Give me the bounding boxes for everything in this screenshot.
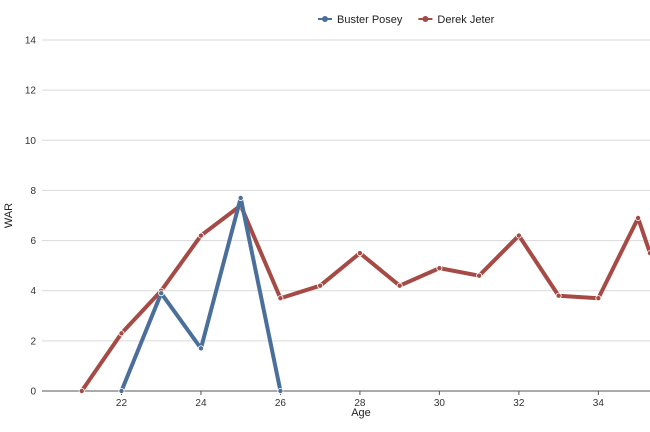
x-tick-label: 30 xyxy=(434,398,446,409)
series-line-derek-jeter xyxy=(79,203,650,393)
series-derek-jeter xyxy=(78,202,650,394)
data-point-derek-jeter[interactable] xyxy=(197,232,204,239)
y-tick-label: 0 xyxy=(30,387,36,398)
x-tick-label: 24 xyxy=(195,398,207,409)
legend: Buster Posey Derek Jeter xyxy=(318,14,495,26)
x-axis-title: Age xyxy=(351,407,371,419)
y-tick-label: 6 xyxy=(30,236,36,247)
legend-item-derek-jeter[interactable]: Derek Jeter xyxy=(418,14,495,26)
y-tick-label: 10 xyxy=(25,136,37,147)
legend-marker xyxy=(422,16,429,22)
series-layer xyxy=(78,194,650,394)
legend-item-buster-posey[interactable]: Buster Posey xyxy=(318,14,403,26)
data-point-derek-jeter[interactable] xyxy=(118,330,125,337)
data-point-derek-jeter[interactable] xyxy=(595,295,602,302)
data-point-derek-jeter[interactable] xyxy=(356,250,363,257)
x-tick-label: 32 xyxy=(513,398,525,409)
data-point-derek-jeter[interactable] xyxy=(78,387,85,394)
data-point-buster-posey[interactable] xyxy=(118,387,125,394)
x-axis-ticks: 22 24 26 28 30 32 34 xyxy=(116,391,604,409)
data-point-buster-posey[interactable] xyxy=(237,194,244,201)
y-tick-label: 2 xyxy=(30,336,36,347)
data-point-derek-jeter[interactable] xyxy=(555,292,562,299)
series-buster-posey xyxy=(118,194,284,394)
y-tick-label: 4 xyxy=(30,286,36,297)
x-tick-label: 28 xyxy=(354,398,366,409)
data-point-buster-posey[interactable] xyxy=(158,290,165,297)
data-point-derek-jeter[interactable] xyxy=(476,272,483,279)
y-tick-label: 8 xyxy=(30,186,36,197)
x-tick-label: 22 xyxy=(116,398,128,409)
data-point-derek-jeter[interactable] xyxy=(515,232,522,239)
legend-label: Buster Posey xyxy=(337,14,403,26)
y-tick-label: 14 xyxy=(25,36,37,47)
data-point-derek-jeter[interactable] xyxy=(396,282,403,289)
legend-label: Derek Jeter xyxy=(437,14,494,26)
data-point-derek-jeter[interactable] xyxy=(436,265,443,272)
data-point-derek-jeter[interactable] xyxy=(277,295,284,302)
x-tick-label: 26 xyxy=(275,398,287,409)
data-point-buster-posey[interactable] xyxy=(277,387,284,394)
legend-marker xyxy=(322,16,328,22)
data-point-derek-jeter[interactable] xyxy=(317,282,324,289)
y-tick-label: 12 xyxy=(25,86,37,97)
data-point-derek-jeter[interactable] xyxy=(647,250,650,257)
data-point-derek-jeter[interactable] xyxy=(635,215,642,222)
y-axis-title: WAR xyxy=(3,203,15,228)
y-axis-ticks: 0 2 4 6 8 10 12 14 xyxy=(25,36,37,398)
x-tick-label: 34 xyxy=(593,398,605,409)
series-line-buster-posey xyxy=(119,195,283,393)
data-point-buster-posey[interactable] xyxy=(197,345,204,352)
